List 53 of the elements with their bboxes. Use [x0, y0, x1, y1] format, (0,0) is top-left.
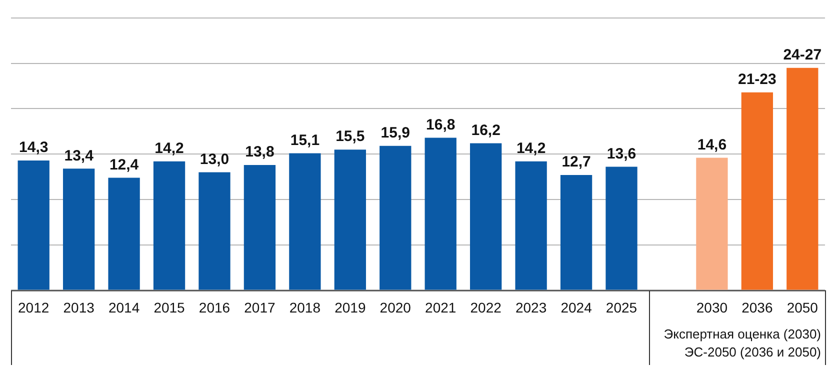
data-label: 12,4	[109, 156, 140, 174]
x-tick-label: 2050	[786, 299, 818, 316]
x-tick-label: 2036	[742, 299, 773, 316]
x-tick-label: 2019	[334, 299, 366, 316]
data-label: 14,6	[697, 136, 727, 154]
x-tick-label: 2030	[696, 299, 728, 316]
data-label: 14,2	[516, 140, 546, 157]
text: ЭС-2050 (2036 и 2050)	[684, 344, 822, 360]
data-label: 13,6	[606, 145, 636, 162]
bar	[606, 166, 638, 290]
bar	[62, 168, 95, 290]
bar	[741, 92, 774, 290]
x-tick-label: 2024	[560, 299, 592, 316]
x-tick-label: 2020	[380, 299, 412, 316]
data-label: 13,4	[64, 147, 94, 164]
data-label: 15,9	[380, 124, 410, 142]
data-label: 24-27	[783, 46, 822, 64]
data-label: 16,2	[471, 122, 500, 139]
bar	[515, 161, 547, 290]
x-tick-label: 2012	[18, 299, 50, 316]
x-tick-label: 2014	[108, 299, 140, 316]
bar	[696, 158, 728, 290]
data-label: 14,2	[154, 140, 184, 157]
x-tick-label: 2022	[470, 299, 502, 316]
x-tick-label: 2025	[606, 299, 638, 316]
data-label: 12,7	[562, 154, 591, 171]
data-label: 15,5	[336, 128, 365, 146]
bar	[560, 174, 592, 290]
bar	[424, 138, 456, 290]
x-tick-label: 2018	[289, 299, 321, 316]
data-label: 16,8	[426, 116, 456, 134]
data-label: 13,0	[200, 150, 230, 168]
data-label: 15,1	[290, 132, 320, 149]
x-tick-label: 2016	[198, 299, 230, 316]
bar	[153, 161, 186, 290]
bar	[198, 172, 230, 290]
bar	[108, 178, 140, 290]
x-tick-label: 2015	[154, 299, 186, 316]
bar	[380, 146, 412, 290]
data-label: 21-23	[738, 71, 776, 88]
x-tick-label: 2013	[63, 299, 95, 316]
bar	[289, 153, 321, 290]
bar	[334, 150, 366, 290]
bar	[18, 160, 50, 290]
bar	[786, 68, 818, 290]
data-label: 14,3	[19, 139, 48, 156]
x-tick-label: 2017	[244, 299, 276, 316]
x-tick-label: 2021	[425, 299, 456, 316]
data-label: 13,8	[245, 144, 274, 161]
x-tick-label: 2023	[515, 299, 547, 316]
text: Экспертная оценка (2030)	[664, 326, 822, 342]
bar	[244, 164, 276, 290]
bar	[470, 143, 502, 290]
